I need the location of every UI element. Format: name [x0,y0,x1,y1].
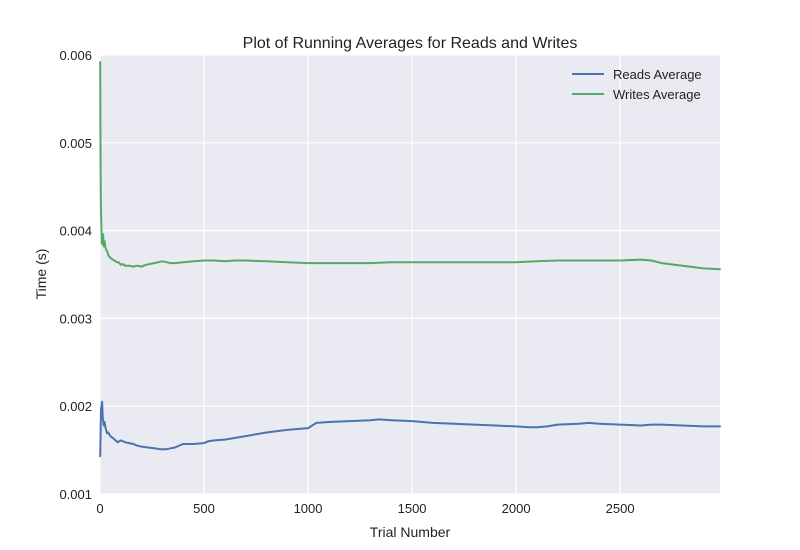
x-tick-label: 1500 [398,501,427,516]
grid-lines [99,54,720,495]
x-tick-label: 0 [96,501,103,516]
x-tick-label: 2500 [606,501,635,516]
legend: Reads Average Writes Average [572,67,702,102]
y-tick-label: 0.004 [59,224,92,239]
x-tick-label: 500 [193,501,215,516]
x-tick-label: 2000 [502,501,531,516]
x-axis-label: Trial Number [370,524,451,540]
series-lines [99,61,721,458]
series-line-writes-average [99,61,721,271]
tick-labels: 0 500 1000 1500 2000 2500 0.001 0.002 0.003 0.004… [59,48,634,516]
legend-label-writes: Writes Average [613,87,701,102]
chart-title: Plot of Running Averages for Reads and W… [243,35,578,52]
plot-area [100,55,720,494]
x-tick-label: 1000 [294,501,323,516]
y-tick-label: 0.005 [59,136,92,151]
y-tick-label: 0.003 [59,311,92,326]
y-tick-label: 0.001 [59,487,92,502]
legend-label-reads: Reads Average [613,67,702,82]
y-tick-label: 0.002 [59,399,92,414]
series-line-reads-average [99,400,721,458]
y-axis-label: Time (s) [33,249,49,300]
y-tick-label: 0.006 [59,48,92,63]
